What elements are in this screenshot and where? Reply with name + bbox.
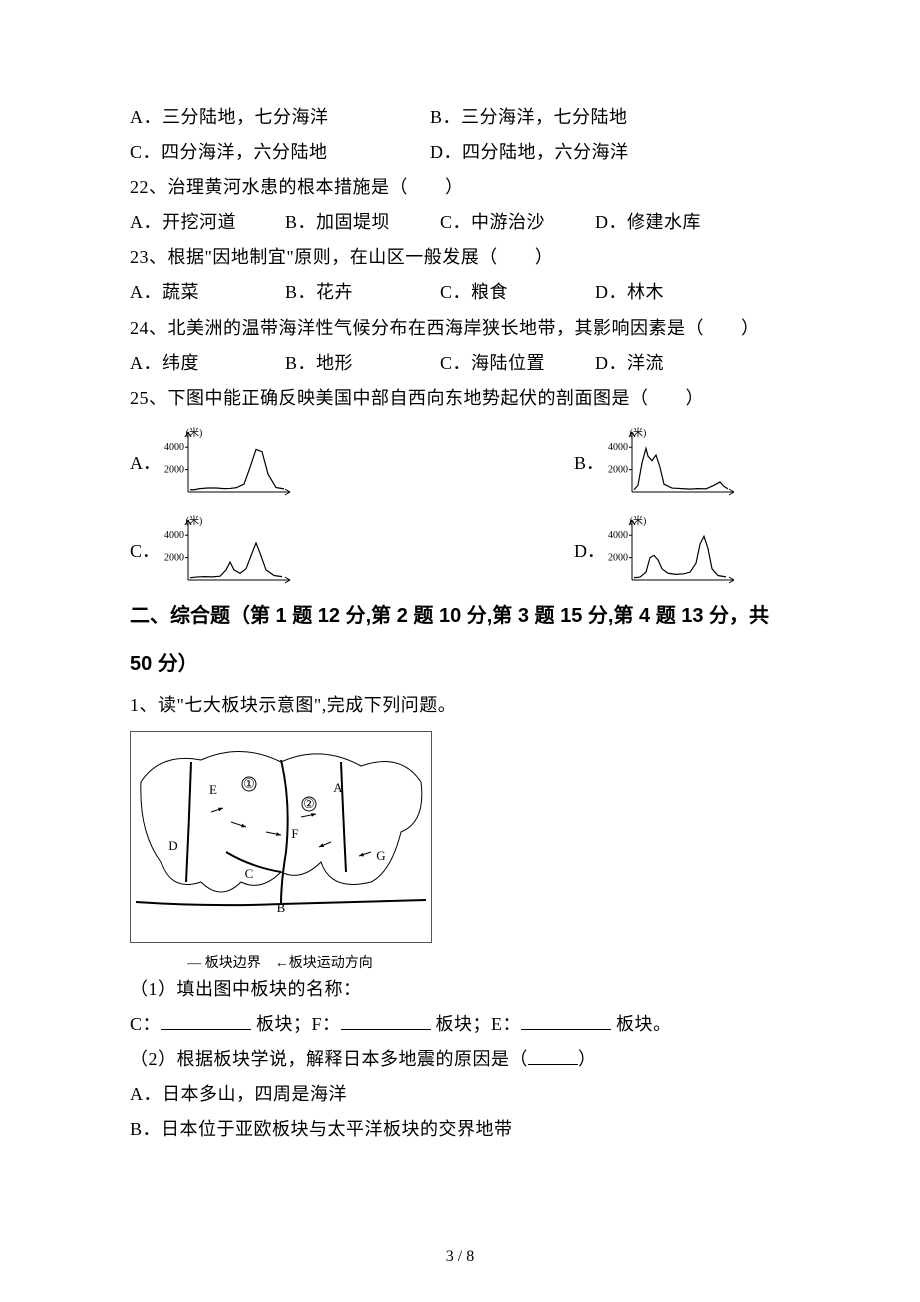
blank-f[interactable] bbox=[341, 1011, 431, 1030]
blank-c[interactable] bbox=[161, 1011, 251, 1030]
q24-opts: A．纬度 B．地形 C．海陆位置 D．洋流 bbox=[130, 346, 790, 381]
q25-row-cd: C． (米) 2000 4000 D． (米) 2000 4000 bbox=[130, 508, 790, 592]
q22-opt-d: D．修建水库 bbox=[595, 205, 745, 240]
plate-map-legend: — 板块边界 ←板块运动方向 bbox=[130, 952, 430, 972]
svg-text:E: E bbox=[209, 782, 217, 797]
q25-label-d: D． bbox=[574, 537, 598, 563]
svg-text:2000: 2000 bbox=[608, 464, 628, 475]
svg-text:(米): (米) bbox=[630, 514, 647, 527]
c1-sub2-a: A．日本多山，四周是海洋 bbox=[130, 1077, 790, 1112]
q22-opt-b: B．加固堤坝 bbox=[285, 205, 435, 240]
q22-opts: A．开挖河道 B．加固堤坝 C．中游治沙 D．修建水库 bbox=[130, 205, 790, 240]
q25-chart-c: (米) 2000 4000 bbox=[154, 508, 294, 592]
c1-sub1-end: 板块。 bbox=[616, 1014, 672, 1034]
svg-text:D: D bbox=[168, 838, 177, 853]
c1-sub1-f: 板块；F： bbox=[256, 1014, 341, 1034]
q25-label-c: C． bbox=[130, 537, 154, 563]
q23-stem: 23、根据"因地制宜"原则，在山区一般发展（ ） bbox=[130, 240, 790, 275]
q25-row-ab: A． (米) 2000 4000 B． (米) 2000 4000 bbox=[130, 420, 790, 504]
blank-sub2[interactable] bbox=[528, 1046, 578, 1065]
svg-text:②: ② bbox=[303, 796, 315, 811]
q25-stem: 25、下图中能正确反映美国中部自西向东地势起伏的剖面图是（ ） bbox=[130, 381, 790, 416]
q22-opt-a: A．开挖河道 bbox=[130, 205, 280, 240]
q23-opt-d: D．林木 bbox=[595, 275, 745, 310]
section2-title: 二、综合题（第 1 题 12 分,第 2 题 10 分,第 3 题 15 分,第… bbox=[130, 592, 790, 688]
q21-row1: A．三分陆地，七分海洋 B．三分海洋，七分陆地 bbox=[130, 100, 790, 135]
q23-opts: A．蔬菜 B．花卉 C．粮食 D．林木 bbox=[130, 275, 790, 310]
page-footer: 3 / 8 bbox=[0, 1248, 920, 1266]
q25-label-a: A． bbox=[130, 449, 154, 475]
c1-sub2-pre: （2）根据板块学说，解释日本多地震的原因是（ bbox=[130, 1049, 528, 1069]
svg-text:2000: 2000 bbox=[164, 552, 184, 563]
q21-opt-b: B．三分海洋，七分陆地 bbox=[430, 100, 790, 135]
q24-stem: 24、北美洲的温带海洋性气候分布在西海岸狭长地带，其影响因素是（ ） bbox=[130, 311, 790, 346]
svg-text:(米): (米) bbox=[186, 514, 203, 527]
q24-opt-c: C．海陆位置 bbox=[440, 346, 590, 381]
svg-text:①: ① bbox=[243, 776, 255, 791]
q23-opt-a: A．蔬菜 bbox=[130, 275, 280, 310]
q24-opt-b: B．地形 bbox=[285, 346, 435, 381]
svg-text:(米): (米) bbox=[186, 426, 203, 439]
c1-sub1-pre: （1）填出图中板块的名称： bbox=[130, 972, 790, 1007]
q21-opt-c: C．四分海洋，六分陆地 bbox=[130, 135, 430, 170]
q24-opt-d: D．洋流 bbox=[595, 346, 745, 381]
q21-row2: C．四分海洋，六分陆地 D．四分陆地，六分海洋 bbox=[130, 135, 790, 170]
q25-chart-a: (米) 2000 4000 bbox=[154, 420, 294, 504]
svg-text:F: F bbox=[291, 826, 298, 841]
plate-map: ① ② A B C D E F G bbox=[130, 731, 432, 943]
svg-text:4000: 4000 bbox=[164, 442, 184, 453]
svg-text:2000: 2000 bbox=[608, 552, 628, 563]
q25-label-b: B． bbox=[574, 449, 598, 475]
q25-chart-d: (米) 2000 4000 bbox=[598, 508, 738, 592]
q24-opt-a: A．纬度 bbox=[130, 346, 280, 381]
q23-opt-c: C．粮食 bbox=[440, 275, 590, 310]
q22-stem: 22、治理黄河水患的根本措施是（ ） bbox=[130, 170, 790, 205]
c1-stem: 1、读"七大板块示意图",完成下列问题。 bbox=[130, 688, 790, 723]
q25-chart-b: (米) 2000 4000 bbox=[598, 420, 738, 504]
c1-sub1-c: C： bbox=[130, 1014, 161, 1034]
svg-text:A: A bbox=[333, 780, 343, 795]
q23-opt-b: B．花卉 bbox=[285, 275, 435, 310]
svg-text:4000: 4000 bbox=[164, 530, 184, 541]
svg-text:G: G bbox=[376, 848, 385, 863]
c1-sub2: （2）根据板块学说，解释日本多地震的原因是（ ） bbox=[130, 1042, 790, 1077]
c1-sub1-e: 板块；E： bbox=[436, 1014, 522, 1034]
svg-text:4000: 4000 bbox=[608, 442, 628, 453]
q21-opt-d: D．四分陆地，六分海洋 bbox=[430, 135, 790, 170]
svg-text:4000: 4000 bbox=[608, 530, 628, 541]
c1-sub1-fill: C： 板块；F： 板块；E： 板块。 bbox=[130, 1007, 790, 1042]
blank-e[interactable] bbox=[521, 1011, 611, 1030]
svg-text:C: C bbox=[245, 866, 254, 881]
c1-sub2-b: B．日本位于亚欧板块与太平洋板块的交界地带 bbox=[130, 1112, 790, 1147]
q21-opt-a: A．三分陆地，七分海洋 bbox=[130, 100, 430, 135]
page: A．三分陆地，七分海洋 B．三分海洋，七分陆地 C．四分海洋，六分陆地 D．四分… bbox=[0, 0, 920, 1302]
q22-opt-c: C．中游治沙 bbox=[440, 205, 590, 240]
c1-sub2-post: ） bbox=[578, 1049, 597, 1069]
svg-text:(米): (米) bbox=[630, 426, 647, 439]
svg-text:2000: 2000 bbox=[164, 464, 184, 475]
svg-text:B: B bbox=[277, 900, 286, 915]
